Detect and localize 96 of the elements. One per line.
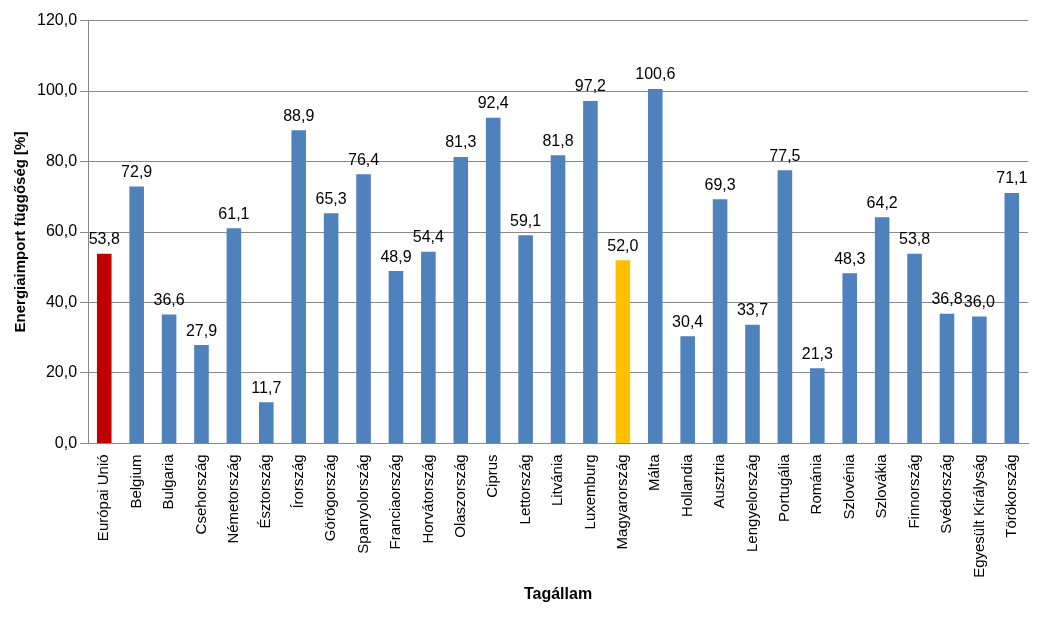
bar	[583, 100, 598, 443]
bar	[550, 155, 566, 443]
y-tick-label: 40,0	[45, 292, 78, 310]
x-tick-label: Franciaország	[386, 454, 404, 550]
bar	[972, 316, 987, 443]
bar	[323, 213, 339, 443]
bar	[194, 345, 209, 443]
bar	[226, 228, 242, 443]
x-tick-label: Lengyelország	[742, 454, 760, 552]
bar	[518, 235, 533, 443]
data-label: 61,1	[218, 204, 250, 222]
y-tick-label: 80,0	[45, 151, 78, 169]
data-label: 97,2	[574, 77, 607, 95]
bar	[161, 314, 177, 443]
x-tick-label: Németország	[224, 454, 242, 544]
bar	[1004, 192, 1020, 443]
y-tick-label: 20,0	[45, 363, 78, 381]
x-tick-label: Portugália	[775, 453, 793, 522]
data-label: 92,4	[477, 94, 509, 112]
x-tick-label: Szlovénia	[839, 453, 857, 520]
data-label: 76,4	[347, 150, 380, 168]
data-label: 69,3	[704, 175, 736, 193]
bar	[907, 253, 922, 443]
data-label: 53,8	[898, 230, 931, 248]
data-label: 21,3	[801, 344, 833, 362]
data-label: 65,3	[315, 189, 347, 207]
x-tick-label: Írország	[288, 454, 306, 509]
bar	[712, 199, 728, 443]
x-tick-label: Hollandia	[677, 453, 695, 517]
data-label: 72,9	[121, 162, 153, 180]
y-tick-label: 0,0	[54, 433, 78, 451]
data-label: 88,9	[283, 106, 315, 124]
bar	[842, 273, 858, 443]
data-label: 71,1	[996, 169, 1028, 187]
x-tick-label: Egyesült Királyság	[969, 454, 987, 578]
bar	[421, 251, 436, 443]
x-tick-label: Olaszország	[450, 454, 468, 538]
bar	[777, 170, 793, 443]
x-tick-label: Európai Unió	[94, 454, 112, 542]
y-axis-title: Energiaimport függőség [%]	[11, 131, 29, 333]
data-label: 27,9	[185, 321, 218, 339]
x-tick-label: Lettország	[515, 454, 533, 525]
data-label: 33,7	[736, 301, 769, 319]
x-tick-label: Szlovákia	[872, 453, 890, 519]
x-axis-title: Tagállam	[523, 584, 593, 602]
data-label: 11,7	[251, 378, 282, 396]
bar	[745, 324, 760, 443]
x-tick-label: Luxemburg	[580, 454, 598, 530]
bar	[356, 174, 371, 443]
y-tick-label: 60,0	[45, 222, 78, 240]
bar	[485, 117, 501, 443]
data-label: 81,8	[542, 131, 574, 149]
bar	[259, 402, 274, 443]
data-label: 48,3	[834, 249, 866, 267]
data-label: 54,4	[412, 228, 445, 246]
bar	[680, 336, 695, 443]
x-tick-label: Bulgaria	[159, 453, 177, 510]
data-label: 52,0	[607, 236, 639, 254]
x-tick-label: Málta	[645, 453, 663, 492]
bar	[615, 260, 631, 443]
bar	[453, 156, 469, 443]
data-label: 77,5	[769, 146, 801, 164]
data-label: 53,8	[88, 230, 120, 248]
x-tick-label: Belgium	[126, 454, 144, 509]
x-tick-label: Törökország	[1001, 454, 1019, 538]
data-label: 36,6	[153, 290, 185, 308]
x-tick-label: Magyarország	[612, 454, 630, 550]
bar	[939, 313, 955, 443]
x-tick-label: Görögország	[321, 454, 339, 542]
x-tick-label: Ausztria	[710, 453, 728, 509]
data-label: 64,2	[866, 193, 898, 211]
x-tick-label: Finnország	[904, 454, 922, 529]
data-label: 100,6	[635, 65, 676, 83]
x-tick-label: Csehország	[191, 454, 209, 535]
bar	[647, 88, 663, 443]
data-label: 48,9	[380, 247, 412, 265]
bar	[874, 217, 890, 443]
y-tick-label: 100,0	[36, 81, 78, 99]
bar	[291, 130, 307, 443]
data-label: 30,4	[672, 312, 704, 330]
data-label: 36,8	[931, 290, 963, 308]
x-tick-label: Románia	[807, 453, 825, 515]
bar	[96, 253, 112, 443]
bar	[129, 186, 144, 443]
x-tick-label: Ciprus	[483, 454, 501, 498]
x-tick-label: Észtország	[256, 454, 274, 529]
x-tick-label: Litvánia	[548, 453, 566, 507]
bar	[810, 368, 825, 443]
y-tick-label: 120,0	[36, 11, 78, 29]
x-tick-label: Svédország	[937, 454, 955, 534]
data-label: 81,3	[445, 133, 477, 151]
data-label: 36,0	[963, 292, 996, 310]
bar	[388, 271, 404, 443]
x-tick-label: Spanyolország	[353, 454, 371, 554]
data-label: 59,1	[510, 211, 542, 229]
x-tick-label: Horvátország	[418, 454, 436, 544]
